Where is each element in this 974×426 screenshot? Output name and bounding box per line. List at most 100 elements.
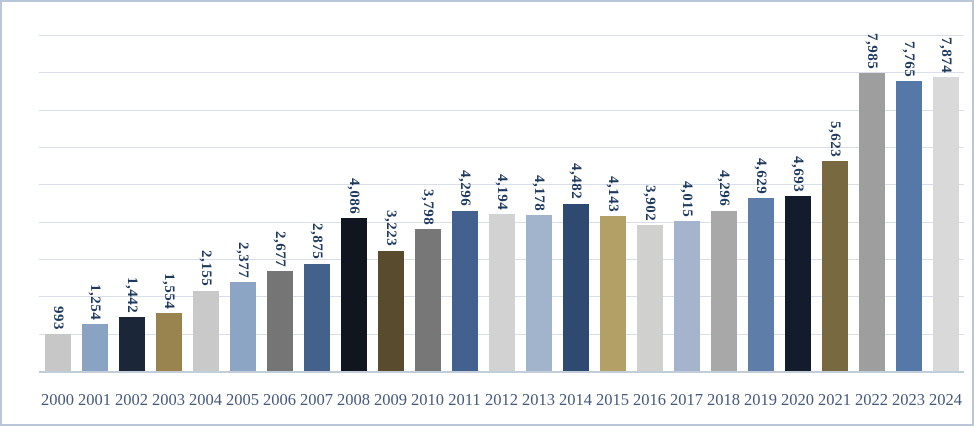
- bar-slot-2006: 2,677: [261, 2, 298, 371]
- data-label-2004: 2,155: [198, 250, 214, 287]
- data-label-2000: 993: [50, 305, 66, 330]
- bar-2019: [747, 198, 774, 371]
- bar-slot-2008: 4,086: [335, 2, 372, 371]
- data-label-2010: 3,798: [420, 188, 436, 226]
- bar-2007: [303, 263, 330, 371]
- bar-slot-2023: 7,765: [890, 2, 927, 371]
- gridline-5000: [39, 184, 964, 186]
- data-label-2002: 1,442: [124, 276, 140, 314]
- bar-2006: [266, 271, 293, 371]
- category-label-2018: 2018: [707, 390, 740, 409]
- bar-series: 993 1,254 1,442 1,554 2,155 2,377 2,677 2,875 4,…: [39, 2, 964, 371]
- data-label-2003: 1,554: [161, 272, 177, 309]
- data-label-2007: 2,875: [309, 223, 325, 260]
- bar-slot-2015: 4,143: [594, 2, 631, 371]
- bar-2014: [562, 203, 589, 371]
- category-axis-line: [39, 371, 964, 373]
- bar-2009: [377, 250, 404, 371]
- category-label-2007: 2007: [300, 390, 333, 409]
- data-label-2016: 3,902: [642, 185, 658, 222]
- data-label-2006: 2,677: [272, 230, 288, 268]
- data-label-2017: 4,015: [679, 180, 695, 218]
- data-label-2022: 7,985: [864, 32, 880, 69]
- data-label-2008: 4,086: [346, 178, 362, 215]
- data-label-2005: 2,377: [235, 242, 251, 279]
- plot-area: 993 1,254 1,442 1,554 2,155 2,377 2,677 2,875 4,…: [39, 2, 964, 371]
- category-label-2024: 2024: [929, 390, 962, 409]
- bar-slot-2014: 4,482: [557, 2, 594, 371]
- category-label-2002: 2002: [115, 390, 148, 409]
- bar-2021: [821, 161, 848, 371]
- bar-2002: [118, 317, 145, 371]
- bar-2005: [229, 282, 256, 371]
- gridline-6000: [39, 147, 964, 148]
- bar-slot-2000: 993: [39, 2, 76, 371]
- bar-2013: [525, 215, 552, 371]
- category-label-2020: 2020: [781, 390, 814, 409]
- data-label-2001: 1,254: [87, 283, 103, 321]
- category-label-2004: 2004: [189, 390, 222, 409]
- category-label-2013: 2013: [522, 390, 555, 409]
- data-label-2015: 4,143: [605, 176, 621, 213]
- bar-slot-2016: 3,902: [631, 2, 668, 371]
- category-label-2011: 2011: [448, 390, 481, 409]
- bar-slot-2003: 1,554: [150, 2, 187, 371]
- bar-2001: [81, 324, 108, 371]
- category-label-2008: 2008: [337, 390, 370, 409]
- data-label-2019: 4,629: [753, 157, 769, 195]
- category-label-2021: 2021: [818, 390, 851, 409]
- category-label-2015: 2015: [596, 390, 629, 409]
- category-label-2000: 2000: [41, 390, 74, 409]
- bar-slot-2011: 4,296: [446, 2, 483, 371]
- bar-2023: [895, 81, 922, 371]
- data-label-2013: 4,178: [531, 174, 547, 212]
- bar-slot-2021: 5,623: [816, 2, 853, 371]
- category-axis-labels: 2000 2001 2002 2003 2004 2005 2006 2007 2008 2009…: [39, 387, 964, 413]
- bar-slot-2022: 7,985: [853, 2, 890, 371]
- category-label-2012: 2012: [485, 390, 518, 409]
- bar-slot-2012: 4,194: [483, 2, 520, 371]
- data-label-2018: 4,296: [716, 170, 732, 207]
- bar-2015: [599, 216, 626, 371]
- bar-2008: [340, 218, 367, 371]
- bar-2016: [636, 225, 663, 371]
- bar-slot-2017: 4,015: [668, 2, 705, 371]
- category-label-2022: 2022: [855, 390, 888, 409]
- bar-slot-2005: 2,377: [224, 2, 261, 371]
- bar-2010: [414, 229, 441, 371]
- category-label-2023: 2023: [892, 390, 925, 409]
- bar-2020: [784, 195, 811, 371]
- category-label-2010: 2010: [411, 390, 444, 409]
- bar-2022: [858, 72, 885, 371]
- bar-2012: [488, 214, 515, 371]
- bar-slot-2009: 3,223: [372, 2, 409, 371]
- category-label-2001: 2001: [78, 390, 111, 409]
- gridline-9000: [39, 35, 964, 36]
- category-label-2014: 2014: [559, 390, 592, 409]
- bar-slot-2007: 2,875: [298, 2, 335, 371]
- bar-slot-2004: 2,155: [187, 2, 224, 371]
- bar-2024: [932, 77, 959, 371]
- data-label-2021: 5,623: [827, 120, 843, 158]
- bar-slot-2001: 1,254: [76, 2, 113, 371]
- data-label-2012: 4,194: [494, 174, 510, 211]
- bar-slot-2019: 4,629: [742, 2, 779, 371]
- bar-slot-2020: 4,693: [779, 2, 816, 371]
- data-label-2009: 3,223: [383, 210, 399, 247]
- data-label-2024: 7,874: [938, 36, 954, 74]
- bar-2000: [44, 333, 71, 371]
- category-label-2003: 2003: [152, 390, 185, 409]
- gridline-7000: [39, 109, 964, 111]
- category-label-2006: 2006: [263, 390, 296, 409]
- bar-slot-2018: 4,296: [705, 2, 742, 371]
- category-label-2009: 2009: [374, 390, 407, 409]
- bar-slot-2010: 3,798: [409, 2, 446, 371]
- data-label-2020: 4,693: [790, 155, 806, 192]
- data-label-2023: 7,765: [901, 40, 917, 78]
- category-label-2016: 2016: [633, 390, 666, 409]
- category-label-2005: 2005: [226, 390, 259, 409]
- bar-slot-2002: 1,442: [113, 2, 150, 371]
- category-label-2019: 2019: [744, 390, 777, 409]
- gridline-8000: [39, 72, 964, 74]
